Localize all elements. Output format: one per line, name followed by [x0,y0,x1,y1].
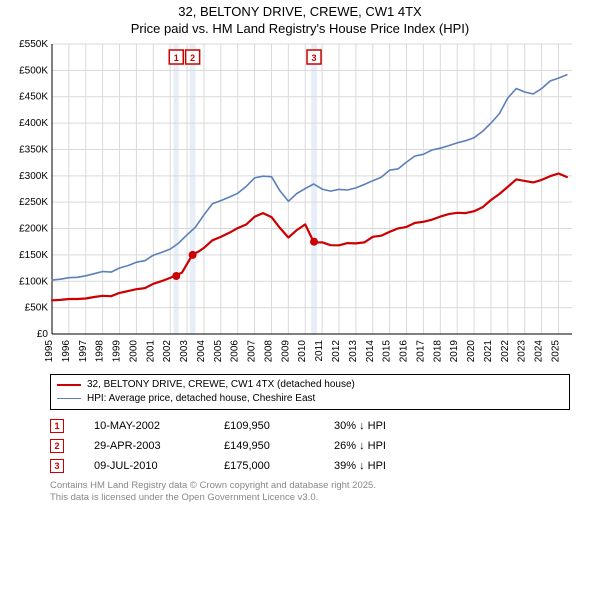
y-axis-label: £500K [19,65,48,76]
y-axis-label: £400K [19,118,48,129]
y-axis-label: £200K [19,223,48,234]
x-axis-label: 2012 [331,339,342,362]
x-axis-label: 2023 [517,339,528,362]
shade-band [311,44,317,334]
sales-data-table: 1 10-MAY-2002 £109,950 30% ↓ HPI 2 29-APR-200… [50,416,570,476]
x-axis-label: 2010 [297,339,308,362]
x-axis-label: 2021 [483,339,494,362]
sale-point-dot [189,251,197,259]
legend-swatch [57,384,81,386]
x-axis-label: 2011 [314,339,325,361]
x-axis-label: 2008 [263,339,274,362]
marker-number: 2 [190,53,195,63]
row-marker-box: 2 [50,439,64,453]
x-axis-label: 1998 [95,339,106,362]
y-axis-label: £0 [37,329,49,340]
chart-area: £0 £50K £100K £150K £200K £250K £300K £350K £400… [10,40,580,370]
row-date: 10-MAY-2002 [94,420,194,432]
y-axis-label: £250K [19,197,48,208]
y-axis-label: £300K [19,171,48,182]
x-axis-label: 1997 [78,339,89,362]
table-row: 3 09-JUL-2010 £175,000 39% ↓ HPI [50,456,570,476]
x-axis-label: 2015 [382,339,393,362]
title-line-1: 32, BELTONY DRIVE, CREWE, CW1 4TX [0,4,600,21]
x-axis-label: 2016 [399,339,410,362]
x-axis-label: 2006 [230,339,241,362]
x-axis-label: 2013 [348,339,359,362]
x-axis-label: 1996 [61,339,72,362]
x-axis-label: 2005 [213,339,224,362]
row-diff: 39% ↓ HPI [334,460,434,472]
row-date: 29-APR-2003 [94,440,194,452]
x-axis-label: 2002 [162,339,173,362]
x-axis-label: 2020 [466,339,477,362]
y-axis-label: £150K [19,250,48,261]
footer-line-2: This data is licensed under the Open Gov… [50,492,570,504]
y-axis-label: £100K [19,276,48,287]
y-axis-label: £450K [19,92,48,103]
x-axis-label: 2024 [534,339,545,362]
x-axis-label: 1995 [44,339,55,362]
legend-box: 32, BELTONY DRIVE, CREWE, CW1 4TX (detac… [50,374,570,410]
x-axis-label: 2001 [145,339,156,362]
y-axis-label: £50K [25,302,49,313]
legend-row: HPI: Average price, detached house, Ches… [57,392,563,406]
line-chart-svg: £0 £50K £100K £150K £200K £250K £300K £350K £400… [10,40,580,370]
x-axis-label: 2014 [365,339,376,362]
x-axis-label: 2007 [247,339,258,362]
legend-row: 32, BELTONY DRIVE, CREWE, CW1 4TX (detac… [57,378,563,392]
legend-label: HPI: Average price, detached house, Ches… [87,392,315,406]
row-price: £149,950 [224,440,304,452]
x-axis-label: 2019 [449,339,460,362]
marker-number: 1 [174,53,179,63]
x-axis-label: 2017 [415,339,426,362]
row-marker-box: 3 [50,459,64,473]
marker-number: 3 [312,53,317,63]
row-price: £109,950 [224,420,304,432]
chart-container: 32, BELTONY DRIVE, CREWE, CW1 4TX Price … [0,0,600,590]
attribution-footer: Contains HM Land Registry data © Crown c… [50,480,570,505]
row-diff: 26% ↓ HPI [334,440,434,452]
shade-band [174,44,179,334]
title-line-2: Price paid vs. HM Land Registry's House … [0,21,600,38]
y-axis-label: £350K [19,144,48,155]
x-axis-label: 1999 [112,339,123,362]
x-axis-label: 2022 [500,339,511,362]
x-axis-label: 2003 [179,339,190,362]
x-axis-label: 2025 [550,339,561,362]
x-axis-label: 2009 [280,339,291,362]
row-date: 09-JUL-2010 [94,460,194,472]
x-axis-label: 2004 [196,339,207,362]
row-marker-box: 1 [50,419,64,433]
shade-band [190,44,196,334]
sale-point-dot [310,238,318,246]
row-diff: 30% ↓ HPI [334,420,434,432]
sale-point-dot [172,272,180,280]
footer-line-1: Contains HM Land Registry data © Crown c… [50,480,570,492]
x-axis-label: 2018 [432,339,443,362]
table-row: 2 29-APR-2003 £149,950 26% ↓ HPI [50,436,570,456]
x-axis-label: 2000 [128,339,139,362]
title-block: 32, BELTONY DRIVE, CREWE, CW1 4TX Price … [0,0,600,40]
row-price: £175,000 [224,460,304,472]
series-hpi [52,75,567,280]
legend-label: 32, BELTONY DRIVE, CREWE, CW1 4TX (detac… [87,378,355,392]
legend-swatch [57,398,81,399]
table-row: 1 10-MAY-2002 £109,950 30% ↓ HPI [50,416,570,436]
y-axis-label: £550K [19,40,48,50]
